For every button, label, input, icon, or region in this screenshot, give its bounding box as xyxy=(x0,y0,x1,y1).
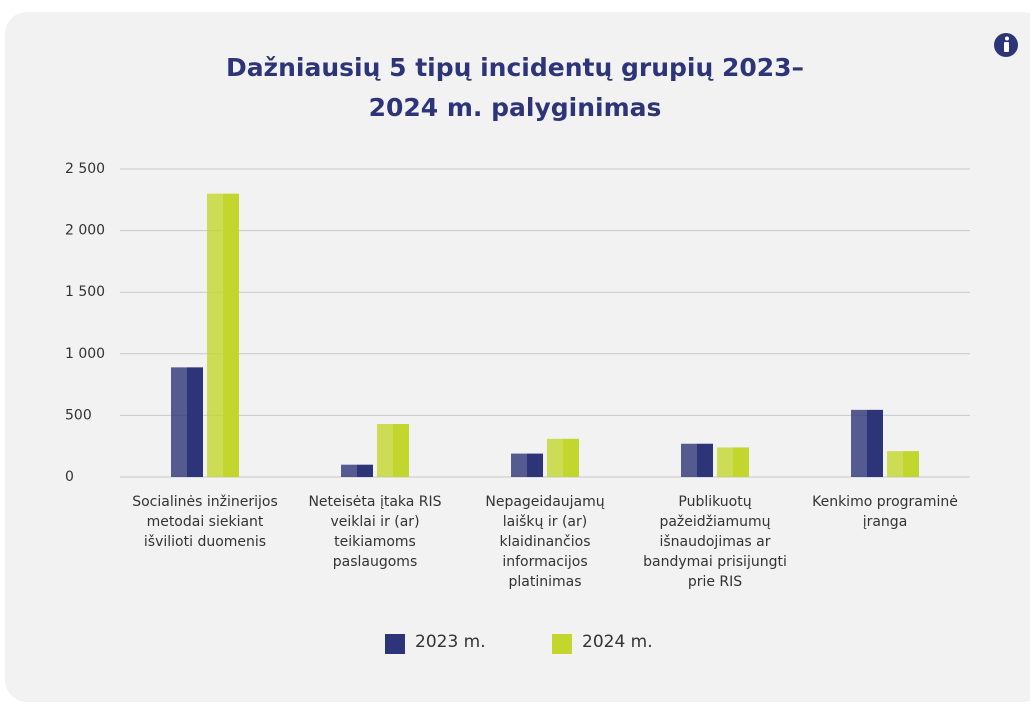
y-tick-label: 1 000 xyxy=(65,346,105,362)
bar xyxy=(207,193,239,477)
bar xyxy=(681,443,713,477)
x-tick-label: Kenkimo programinė įranga xyxy=(812,494,958,530)
bar xyxy=(341,464,373,477)
x-tick-label: Neteisėta įtaka RIS veiklai ir (ar) teik… xyxy=(308,494,442,570)
bar xyxy=(171,367,203,477)
legend-label: 2023 m. xyxy=(415,632,486,652)
legend-swatch xyxy=(385,634,405,654)
bar xyxy=(717,447,749,477)
chart-title: Dažniausių 5 tipų incidentų grupių 2023–… xyxy=(225,53,805,122)
y-tick-label: 500 xyxy=(65,407,92,423)
bar xyxy=(377,424,409,477)
card xyxy=(5,12,1030,702)
x-tick-label: Publikuotų pažeidžiamumų išnaudojimas ar… xyxy=(643,494,787,590)
y-tick-label: 0 xyxy=(65,469,74,485)
legend-label: 2024 m. xyxy=(582,632,653,652)
x-tick-label: Socialinės inžinerijos metodai siekiant … xyxy=(132,494,278,550)
legend-swatch xyxy=(552,634,572,654)
bar xyxy=(851,409,883,477)
y-tick-label: 1 500 xyxy=(65,284,105,300)
info-icon[interactable] xyxy=(994,33,1018,57)
y-tick-label: 2 000 xyxy=(65,223,105,239)
bar xyxy=(547,438,579,477)
x-tick-label: Nepageidaujamų laiškų ir (ar) klaidinanč… xyxy=(485,494,605,590)
bar xyxy=(887,451,919,477)
y-tick-label: 2 500 xyxy=(65,161,105,177)
bar xyxy=(511,453,543,477)
